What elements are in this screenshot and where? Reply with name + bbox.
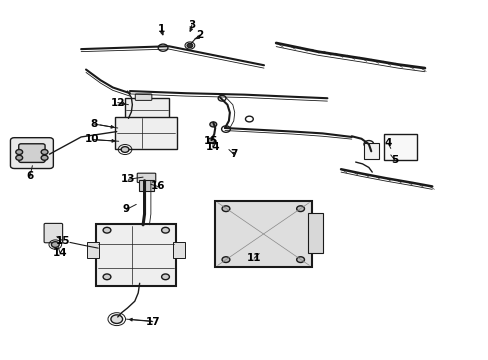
FancyBboxPatch shape [135, 94, 152, 100]
Circle shape [296, 206, 304, 212]
Circle shape [161, 274, 169, 280]
Text: 15: 15 [203, 136, 218, 145]
Circle shape [103, 274, 111, 280]
FancyBboxPatch shape [10, 138, 53, 168]
Circle shape [16, 155, 22, 160]
Circle shape [186, 43, 192, 48]
Text: 7: 7 [230, 149, 237, 159]
Circle shape [221, 126, 230, 132]
Circle shape [158, 44, 167, 51]
Circle shape [296, 257, 304, 262]
Circle shape [16, 149, 22, 154]
FancyBboxPatch shape [139, 180, 154, 191]
Circle shape [209, 122, 216, 127]
Text: 4: 4 [384, 139, 391, 148]
FancyBboxPatch shape [384, 134, 416, 159]
FancyBboxPatch shape [44, 224, 62, 243]
Text: 14: 14 [53, 248, 67, 258]
Text: 14: 14 [205, 142, 220, 152]
FancyBboxPatch shape [115, 117, 176, 149]
Text: 5: 5 [390, 155, 398, 165]
FancyBboxPatch shape [137, 173, 156, 183]
Text: 11: 11 [246, 253, 261, 263]
Circle shape [161, 227, 169, 233]
Circle shape [222, 206, 229, 212]
FancyBboxPatch shape [172, 242, 184, 258]
Text: 17: 17 [145, 317, 160, 327]
FancyBboxPatch shape [307, 213, 323, 253]
Circle shape [103, 227, 111, 233]
Text: 13: 13 [121, 174, 136, 184]
Text: 15: 15 [56, 236, 70, 246]
FancyBboxPatch shape [19, 144, 45, 162]
FancyBboxPatch shape [125, 98, 169, 121]
Circle shape [207, 138, 214, 143]
FancyBboxPatch shape [87, 242, 99, 258]
Text: 2: 2 [196, 30, 203, 40]
Circle shape [41, 149, 48, 154]
Circle shape [218, 95, 225, 101]
FancyBboxPatch shape [215, 201, 311, 267]
Text: 12: 12 [110, 98, 125, 108]
Circle shape [121, 147, 129, 152]
Circle shape [111, 315, 122, 323]
Text: 16: 16 [150, 181, 164, 192]
Circle shape [363, 140, 373, 148]
Circle shape [51, 242, 59, 247]
Text: 8: 8 [90, 119, 98, 129]
Circle shape [41, 155, 48, 160]
FancyBboxPatch shape [364, 143, 378, 159]
Text: 6: 6 [26, 171, 34, 181]
Text: 10: 10 [85, 135, 100, 144]
Text: 3: 3 [188, 20, 195, 30]
Circle shape [222, 257, 229, 262]
FancyBboxPatch shape [96, 224, 176, 286]
Text: 9: 9 [122, 204, 130, 215]
Text: 1: 1 [158, 24, 165, 34]
